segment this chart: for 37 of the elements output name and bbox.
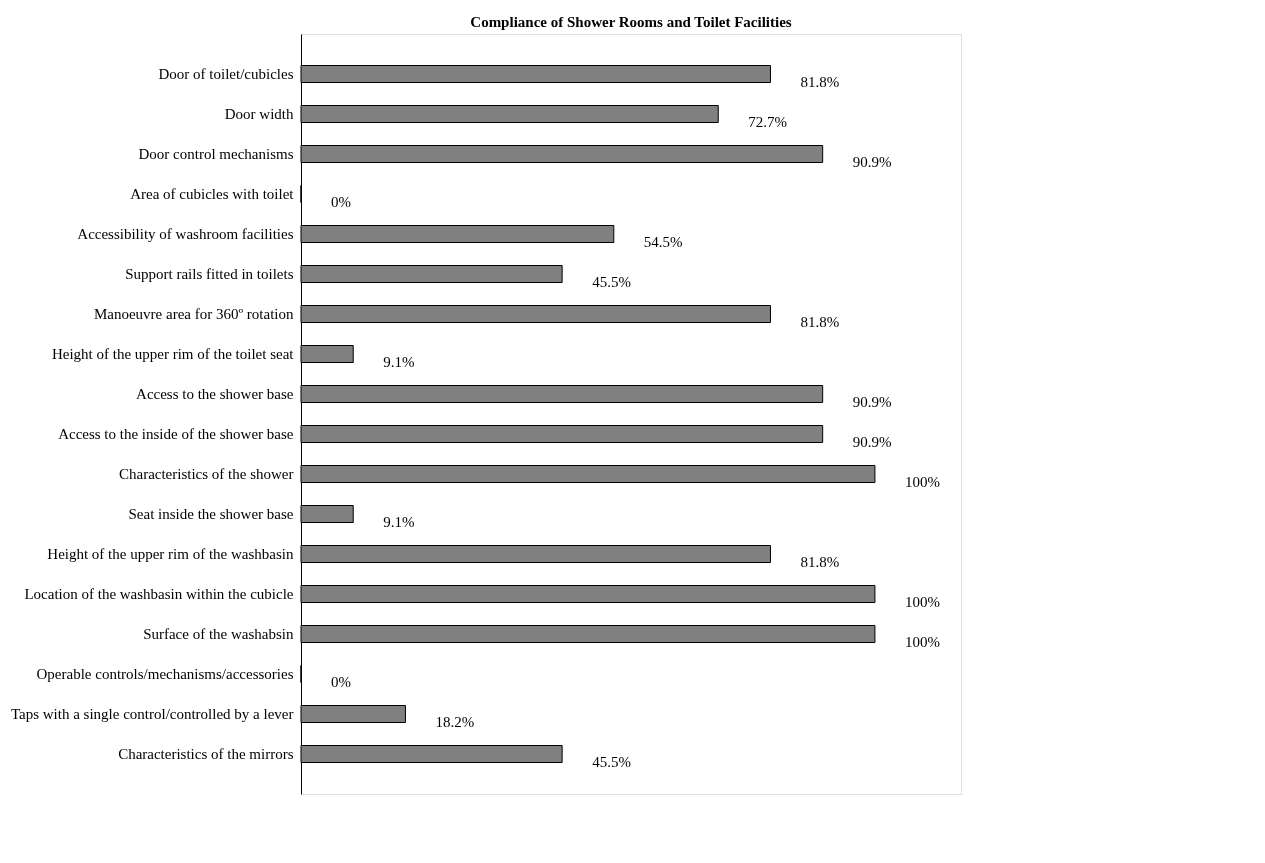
data-label: 90.9% xyxy=(852,394,892,410)
y-tick-label: Door width xyxy=(224,106,294,122)
data-label: 45.5% xyxy=(592,274,631,290)
data-label: 0% xyxy=(331,674,351,690)
data-label: 54.5% xyxy=(643,234,683,250)
data-label: 81.8% xyxy=(800,74,840,90)
y-tick-label: Access to the shower base xyxy=(136,386,294,402)
y-tick-label: Access to the inside of the shower base xyxy=(58,426,294,442)
y-tick-label: Door of toilet/cubicles xyxy=(158,66,294,82)
y-tick-label: Manoeuvre area for 360º rotation xyxy=(93,306,294,322)
data-label: 72.7% xyxy=(748,114,787,130)
y-tick-label: Location of the washbasin within the cubicle xyxy=(24,586,294,602)
data-label: 9.1% xyxy=(383,514,415,530)
y-tick-label: Taps with a single control/controlled by a lever xyxy=(10,706,294,722)
y-tick-label: Height of the upper rim of the washbasin xyxy=(47,546,294,562)
data-label: 9.1% xyxy=(383,354,415,370)
y-tick-label: Surface of the washabsin xyxy=(143,626,294,642)
y-tick-label: Height of the upper rim of the toilet seat xyxy=(51,346,295,362)
data-label: 100% xyxy=(904,634,940,650)
chart-title: Compliance of Shower Rooms and Toilet Facilities xyxy=(470,14,792,30)
y-tick-label: Support rails fitted in toilets xyxy=(125,266,294,282)
data-label: 45.5% xyxy=(592,754,631,770)
data-label: 90.9% xyxy=(852,154,892,170)
y-tick-label: Operable controls/mechanisms/accessories xyxy=(36,666,294,682)
y-tick-label: Area of cubicles with toilet xyxy=(130,186,295,202)
data-label: 100% xyxy=(904,594,940,610)
y-tick-label: Seat inside the shower base xyxy=(128,506,294,522)
data-label: 100% xyxy=(904,474,940,490)
data-label: 81.8% xyxy=(800,314,840,330)
data-label: 0% xyxy=(331,194,351,210)
data-label: 81.8% xyxy=(800,554,840,570)
data-label: 90.9% xyxy=(852,434,892,450)
y-tick-label: Characteristics of the shower xyxy=(118,466,294,482)
y-tick-label: Door control mechanisms xyxy=(138,146,294,162)
data-label: 18.2% xyxy=(435,714,475,730)
y-tick-label: Accessibility of washroom facilities xyxy=(77,226,294,242)
y-tick-label: Characteristics of the mirrors xyxy=(118,746,294,762)
